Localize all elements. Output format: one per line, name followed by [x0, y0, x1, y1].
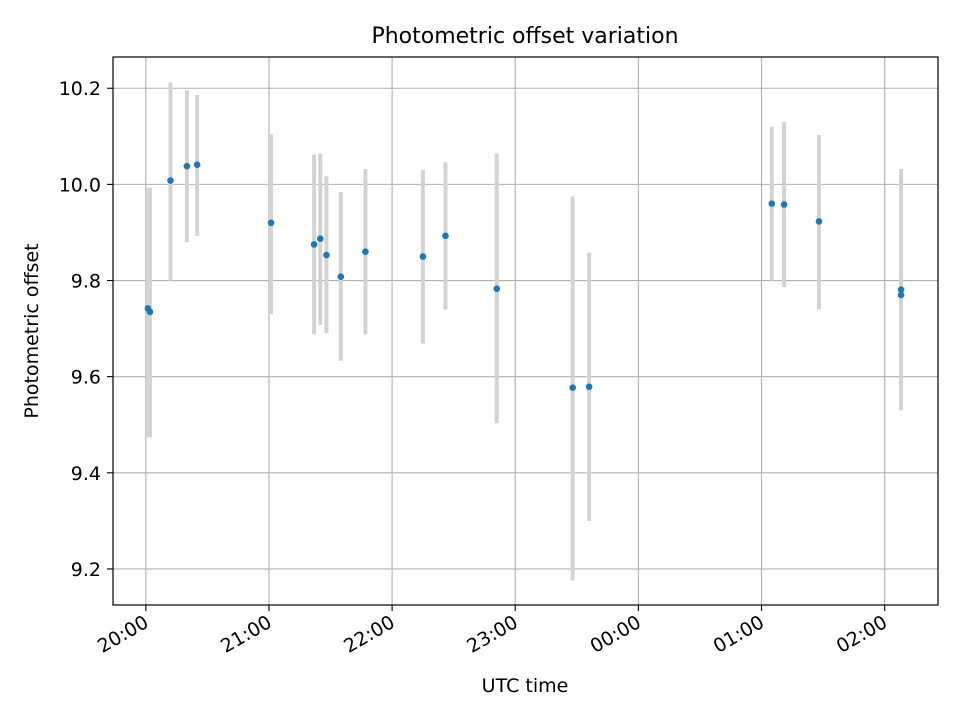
data-point — [167, 177, 174, 184]
y-tick-label: 9.8 — [71, 271, 101, 293]
x-axis-label: UTC time — [482, 675, 569, 697]
y-axis-label: Photometric offset — [21, 243, 43, 418]
y-tick-label: 9.4 — [71, 463, 101, 485]
chart-title: Photometric offset variation — [371, 24, 678, 49]
data-point — [815, 218, 823, 225]
data-point — [780, 201, 788, 208]
grid — [113, 57, 938, 605]
data-point — [768, 200, 776, 207]
data-point — [323, 251, 330, 259]
data-point — [316, 235, 324, 243]
y-axis-ticks: 9.2 9.4 9.6 9.8 10.0 10.2 — [59, 78, 113, 581]
data-point — [897, 286, 905, 293]
data-point — [267, 219, 275, 227]
plot-area-frame — [112, 56, 939, 606]
y-tick-label: 10.2 — [59, 78, 101, 100]
data-point — [310, 241, 318, 248]
data-point — [362, 248, 369, 255]
y-tick-label: 9.6 — [71, 367, 101, 389]
data-points — [144, 161, 905, 392]
data-point — [493, 285, 501, 292]
y-tick-label: 9.2 — [71, 559, 101, 581]
data-point — [442, 232, 449, 240]
data-point — [585, 383, 593, 391]
y-tick-label: 10.0 — [59, 174, 101, 196]
data-point — [897, 291, 905, 299]
data-point — [193, 161, 201, 168]
data-point — [419, 253, 427, 260]
data-point — [183, 162, 191, 170]
data-point — [146, 308, 154, 316]
data-point — [337, 273, 345, 280]
data-point — [569, 384, 577, 392]
